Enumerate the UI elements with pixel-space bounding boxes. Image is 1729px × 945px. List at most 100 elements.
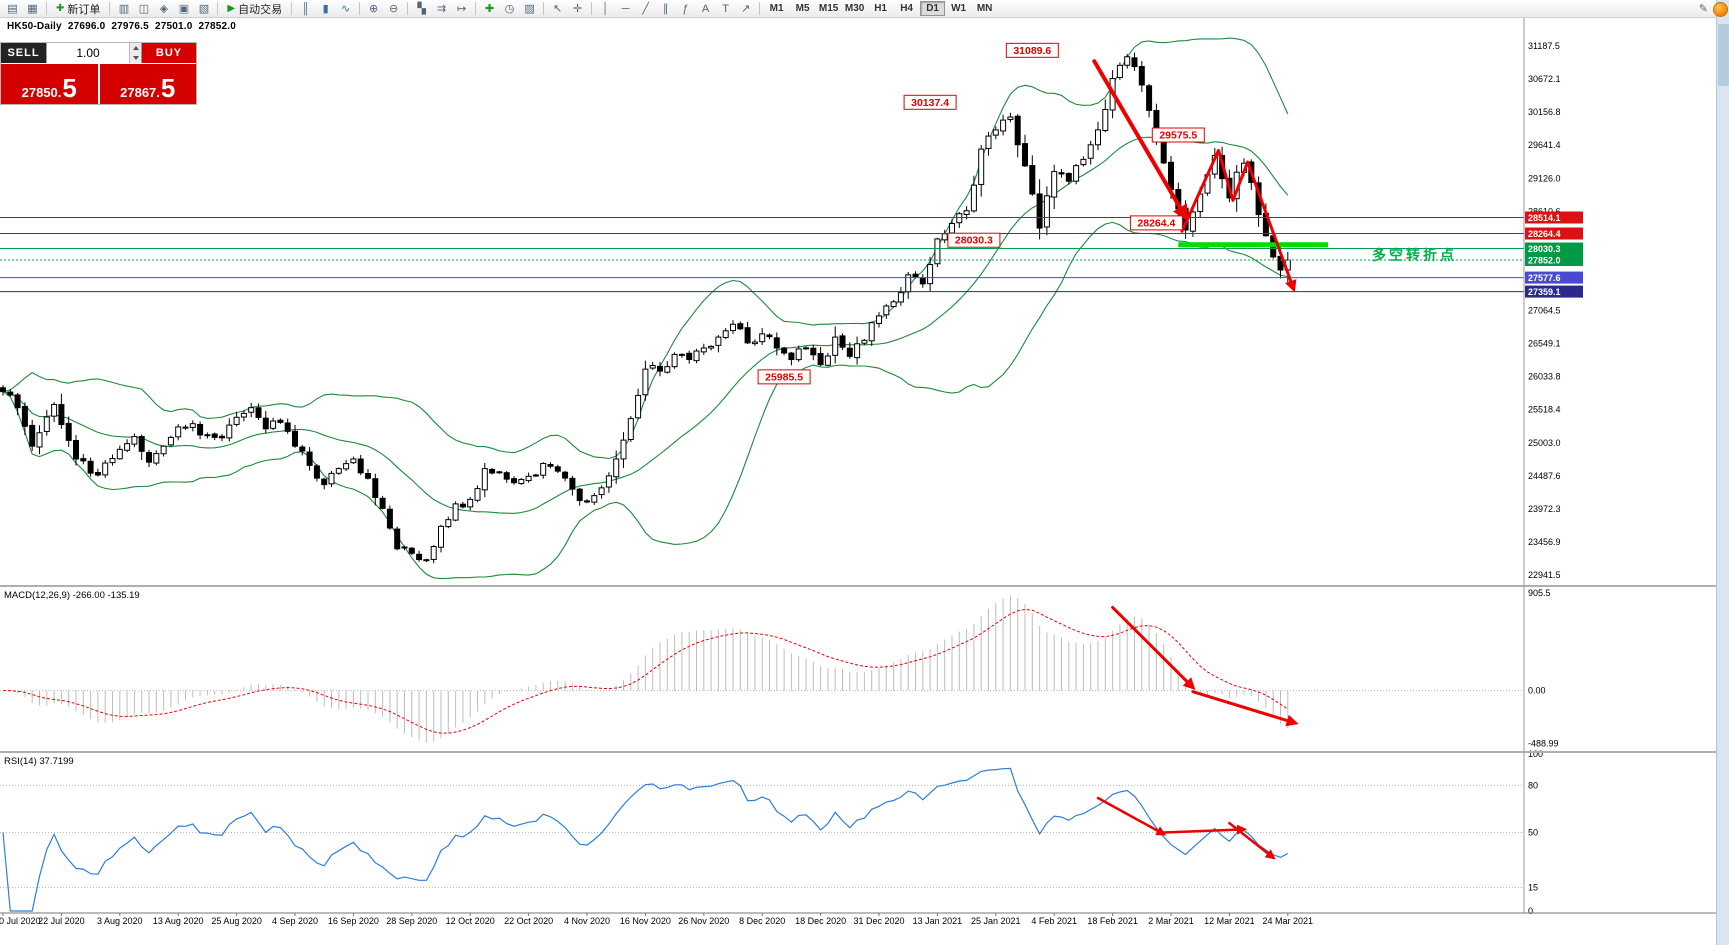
svg-text:28514.1: 28514.1	[1528, 213, 1561, 223]
data-window-icon[interactable]: ◫	[138, 2, 150, 15]
pane-separator-2[interactable]	[0, 751, 1716, 753]
price-axis: 31187.5 30672.1 30156.8 29641.4 29126.0 28610…	[1525, 41, 1583, 580]
line-chart-icon[interactable]: ∿	[340, 2, 351, 15]
svg-text:22 Oct 2020: 22 Oct 2020	[504, 916, 553, 926]
indicators-icon[interactable]: ✚	[484, 2, 495, 15]
timeframe-m5[interactable]: M5	[795, 3, 810, 14]
market-watch-icon[interactable]: ▥	[118, 2, 130, 15]
toolbar-separator	[475, 2, 477, 15]
timeframe-d1[interactable]: D1	[920, 1, 946, 16]
timeframe-w1[interactable]: W1	[951, 3, 967, 14]
equidistant-channel-icon[interactable]: ∥	[662, 2, 669, 15]
cursor-icon[interactable]: ↖	[552, 2, 563, 15]
vertical-line-icon[interactable]: │	[602, 2, 610, 15]
right-scrollbar[interactable]	[1716, 0, 1729, 945]
svg-text:28030.3: 28030.3	[1528, 244, 1561, 254]
volume-decrease-button[interactable]	[130, 53, 141, 63]
zoom-in-icon[interactable]: ⊕	[368, 2, 379, 15]
notification-indicator	[1713, 2, 1728, 17]
tile-windows-icon[interactable]: ▚	[417, 2, 426, 15]
volume-input[interactable]	[47, 43, 129, 63]
svg-text:10 Jul 2020: 10 Jul 2020	[0, 916, 41, 926]
horizontal-line-icon[interactable]: ─	[621, 2, 630, 15]
scrollbar-thumb[interactable]	[1718, 24, 1729, 86]
trendline-icon[interactable]: ╱	[642, 2, 649, 15]
svg-text:25985.5: 25985.5	[765, 371, 803, 383]
terminal-icon[interactable]: ▣	[178, 2, 190, 15]
buy-price-button[interactable]: 27867. 5	[99, 64, 196, 104]
arrows-tool-icon[interactable]: ↗	[740, 2, 751, 15]
svg-text:28610.6: 28610.6	[1528, 206, 1561, 216]
svg-text:12 Oct 2020: 12 Oct 2020	[446, 916, 495, 926]
ohlc-low: 27501.0	[154, 21, 193, 32]
sell-price-main: 27850	[21, 85, 58, 100]
svg-text:28 Sep 2020: 28 Sep 2020	[386, 916, 437, 926]
svg-text:26 Nov 2020: 26 Nov 2020	[678, 916, 729, 926]
svg-text:8 Dec 2020: 8 Dec 2020	[739, 916, 785, 926]
zoom-out-icon[interactable]: ⊖	[388, 2, 399, 15]
svg-text:4 Sep 2020: 4 Sep 2020	[272, 916, 318, 926]
toolbar-separator	[591, 2, 593, 15]
toolbar-separator	[291, 2, 293, 15]
ohlc-high: 27976.5	[111, 21, 149, 32]
pane-separator-1[interactable]	[0, 585, 1716, 587]
periods-icon[interactable]: ◷	[504, 2, 515, 15]
timeframe-h1[interactable]: H1	[874, 3, 887, 14]
sell-button[interactable]: SELL	[1, 43, 46, 63]
sell-price-frac: 5	[62, 73, 77, 103]
timeframe-m30[interactable]: M30	[844, 3, 865, 14]
candlestick-chart-icon[interactable]: ▮	[322, 2, 329, 15]
svg-text:0: 0	[1528, 906, 1533, 916]
autotrading-button-label: 自动交易	[238, 3, 283, 16]
support-zone	[1178, 242, 1328, 248]
volume-stepper	[46, 43, 142, 63]
fibonacci-icon[interactable]: ƒ	[682, 2, 689, 15]
svg-text:31187.5: 31187.5	[1528, 41, 1560, 51]
strategy-tester-icon[interactable]: ▧	[198, 2, 210, 15]
svg-text:15: 15	[1528, 882, 1538, 892]
text-icon[interactable]: A	[701, 2, 710, 15]
svg-text:29575.5: 29575.5	[1159, 130, 1197, 142]
sell-price-button[interactable]: 27850. 5	[1, 64, 98, 104]
svg-text:29126.0: 29126.0	[1528, 173, 1561, 183]
price-label-boxes: 31089.6 30137.4 29575.5 28264.4 28030.3 25985…	[757, 42, 1205, 385]
svg-text:28264.4: 28264.4	[1137, 217, 1175, 229]
annotation-text: 多空转折点	[1372, 247, 1457, 263]
new-chart-icon[interactable]: ▤	[7, 2, 18, 15]
svg-text:12 Mar 2021: 12 Mar 2021	[1204, 916, 1255, 926]
auto-scroll-icon[interactable]: ⇉	[436, 2, 447, 15]
ohlc-close: 27852.0	[198, 21, 237, 32]
svg-text:25 Aug 2020: 25 Aug 2020	[211, 916, 262, 926]
svg-text:31 Dec 2020: 31 Dec 2020	[853, 916, 904, 926]
navigator-icon[interactable]: ◈	[159, 2, 169, 15]
svg-text:3 Aug 2020: 3 Aug 2020	[97, 916, 143, 926]
autotrading-button[interactable]: ▶ 自动交易	[222, 1, 287, 17]
timeframe-mn[interactable]: MN	[976, 3, 993, 14]
chart-shift-icon[interactable]: ↦	[456, 2, 467, 15]
chart-profiles-icon[interactable]: ▦	[27, 2, 38, 15]
new-order-button[interactable]: ✚ 新订单	[51, 1, 105, 17]
macd-signal-line	[2, 608, 1289, 734]
templates-icon[interactable]: ▨	[524, 2, 535, 15]
svg-text:30137.4: 30137.4	[911, 97, 949, 109]
timeframe-h4[interactable]: H4	[900, 3, 913, 14]
svg-text:23972.3: 23972.3	[1528, 504, 1561, 514]
horizontal-lines	[0, 217, 1524, 293]
bar-chart-icon[interactable]: ║	[301, 2, 310, 15]
buy-button[interactable]: BUY	[142, 43, 196, 63]
one-click-trading-panel: SELL BUY 27850.5 27867.5	[0, 42, 197, 105]
text-label-icon[interactable]: T	[722, 2, 729, 15]
rsi-pane: RSI(14) 37.7199 100 80 50 15 0	[0, 749, 1543, 916]
spin-up-icon	[132, 46, 139, 50]
crosshair-icon[interactable]: ✛	[572, 2, 583, 15]
quick-edit-icon[interactable]: ✎	[1698, 3, 1708, 15]
sell-price-dot: .	[57, 85, 62, 100]
svg-text:4 Feb 2021: 4 Feb 2021	[1031, 916, 1077, 926]
svg-text:16 Sep 2020: 16 Sep 2020	[328, 916, 379, 926]
svg-text:29641.4: 29641.4	[1528, 140, 1561, 150]
volume-increase-button[interactable]	[130, 43, 141, 53]
timeframe-m1[interactable]: M1	[769, 3, 784, 14]
timeframe-m15[interactable]: M15	[818, 3, 839, 14]
